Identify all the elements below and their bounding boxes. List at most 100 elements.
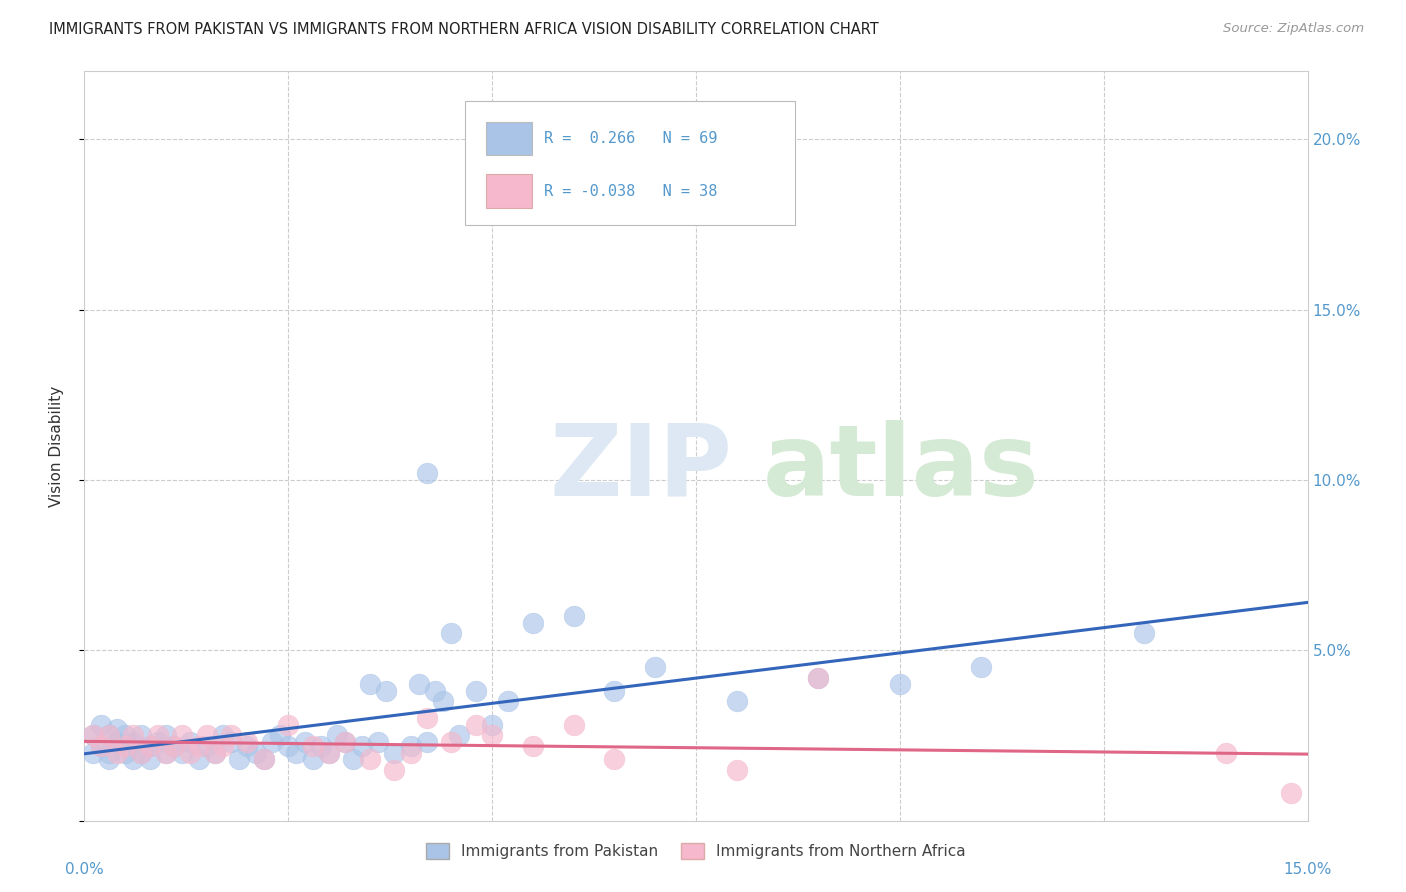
Point (277, 739, 299, 753)
Point (375, 684, 398, 698)
Point (195, 739, 218, 753)
Point (219, 735, 242, 749)
Point (440, 735, 463, 749)
Point (105, 735, 128, 749)
Point (382, 746, 405, 760)
Text: ZIP: ZIP (550, 420, 733, 517)
Point (195, 729, 218, 743)
Point (335, 735, 357, 749)
Point (122, 729, 145, 743)
Point (1215, 746, 1237, 760)
Point (889, 677, 911, 691)
Point (155, 746, 177, 760)
Legend: Immigrants from Pakistan, Immigrants from Northern Africa: Immigrants from Pakistan, Immigrants fro… (420, 838, 972, 865)
Point (187, 752, 209, 766)
Point (603, 752, 626, 766)
Point (416, 735, 439, 749)
Point (1133, 626, 1156, 640)
Point (82, 729, 104, 743)
Point (318, 746, 340, 760)
Point (285, 746, 308, 760)
Point (318, 746, 340, 760)
Point (562, 609, 585, 624)
Point (97, 729, 120, 743)
Point (253, 752, 276, 766)
Point (114, 739, 136, 753)
Point (212, 729, 235, 743)
Text: 0.0%: 0.0% (65, 862, 104, 877)
Point (138, 739, 160, 753)
Point (498, 694, 520, 708)
Text: Source: ZipAtlas.com: Source: ZipAtlas.com (1223, 22, 1364, 36)
Point (163, 739, 186, 753)
Point (219, 729, 242, 743)
Point (245, 746, 267, 760)
Point (90, 718, 112, 732)
Point (326, 729, 349, 743)
Point (464, 684, 486, 698)
Point (970, 660, 993, 674)
Point (97, 729, 120, 743)
Point (481, 718, 503, 732)
Point (350, 739, 373, 753)
FancyBboxPatch shape (465, 102, 794, 225)
Y-axis label: Vision Disability: Vision Disability (49, 385, 63, 507)
Point (522, 739, 544, 753)
Point (122, 752, 145, 766)
Text: 15.0%: 15.0% (1284, 862, 1331, 877)
Point (423, 684, 446, 698)
Point (481, 729, 503, 743)
Point (114, 746, 136, 760)
Point (432, 694, 454, 708)
Point (97, 746, 120, 760)
Point (179, 746, 201, 760)
Point (408, 677, 430, 691)
Point (309, 739, 332, 753)
Point (301, 752, 323, 766)
Point (440, 626, 463, 640)
Point (114, 739, 136, 753)
Point (301, 739, 323, 753)
Point (644, 660, 666, 674)
Point (138, 739, 160, 753)
Point (359, 677, 381, 691)
Point (277, 718, 299, 732)
Point (179, 735, 201, 749)
Point (807, 671, 830, 685)
Point (359, 752, 381, 766)
Point (114, 729, 136, 743)
Text: IMMIGRANTS FROM PAKISTAN VS IMMIGRANTS FROM NORTHERN AFRICA VISION DISABILITY CO: IMMIGRANTS FROM PAKISTAN VS IMMIGRANTS F… (49, 22, 879, 37)
Point (367, 735, 389, 749)
Point (416, 711, 439, 725)
Point (294, 735, 316, 749)
Point (131, 746, 153, 760)
Point (335, 735, 357, 749)
Point (449, 729, 471, 743)
Point (725, 763, 748, 777)
Text: R = -0.038   N = 38: R = -0.038 N = 38 (544, 184, 717, 199)
Point (146, 735, 169, 749)
Point (97, 752, 120, 766)
Point (342, 752, 364, 766)
Point (253, 752, 276, 766)
Point (155, 746, 177, 760)
Point (236, 735, 259, 749)
Point (105, 722, 128, 736)
Point (131, 729, 153, 743)
Point (172, 746, 194, 760)
Point (416, 467, 439, 481)
Point (269, 729, 291, 743)
Text: atlas: atlas (763, 420, 1040, 517)
Point (399, 739, 422, 753)
Point (105, 746, 128, 760)
Point (172, 729, 194, 743)
Point (464, 718, 486, 732)
Point (90, 739, 112, 753)
Point (187, 739, 209, 753)
Point (204, 746, 226, 760)
Point (155, 729, 177, 743)
Point (228, 752, 250, 766)
Point (138, 752, 160, 766)
Point (725, 694, 748, 708)
Point (382, 763, 405, 777)
